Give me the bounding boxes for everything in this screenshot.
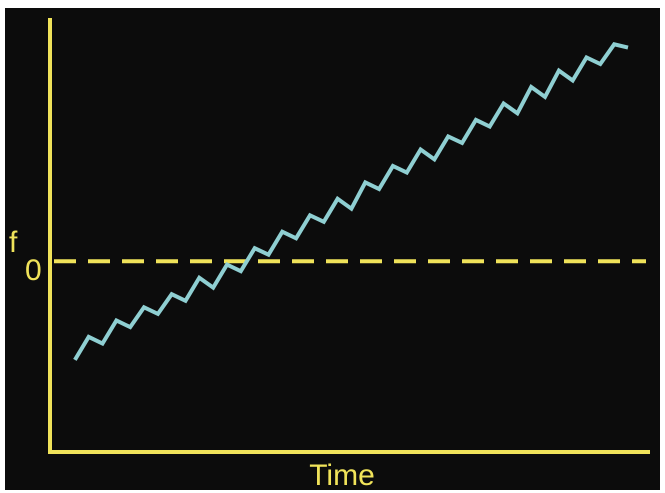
- reference-label-f: f: [9, 226, 18, 259]
- chart-background: [5, 8, 660, 490]
- series-line: [73, 42, 629, 361]
- reference-label-subscript: 0: [25, 254, 42, 287]
- x-axis-label: Time: [309, 459, 375, 492]
